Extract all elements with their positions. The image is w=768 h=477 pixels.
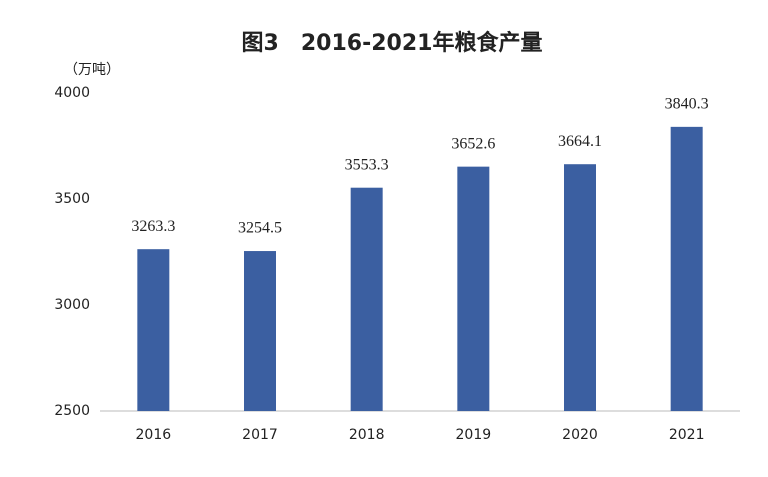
y-tick-label: 3000 [54, 297, 90, 313]
bar [457, 166, 490, 411]
value-label: 3254.5 [238, 220, 282, 237]
y-tick-label: 2500 [54, 403, 90, 419]
y-tick-label: 4000 [54, 85, 90, 101]
value-label: 3840.3 [665, 96, 709, 113]
bar [670, 126, 703, 412]
x-tick-label: 2020 [562, 427, 598, 443]
bar [244, 251, 276, 411]
y-tick-label: 3500 [54, 191, 90, 207]
chart-title: 图3 2016-2021年粮食产量 [242, 30, 543, 56]
x-tick-label: 2018 [349, 427, 385, 443]
bar [137, 249, 170, 411]
x-tick-label: 2016 [136, 427, 172, 443]
x-tick-label: 2017 [242, 427, 278, 443]
value-label: 3263.3 [131, 218, 175, 235]
value-label: 3652.6 [451, 135, 495, 152]
value-label: 3664.1 [558, 133, 602, 150]
value-label: 3553.3 [345, 156, 389, 173]
bar [350, 187, 383, 411]
x-tick-label: 2019 [456, 427, 492, 443]
y-axis-label: （万吨） [64, 62, 120, 78]
bar [564, 164, 596, 411]
x-tick-label: 2021 [669, 427, 705, 443]
